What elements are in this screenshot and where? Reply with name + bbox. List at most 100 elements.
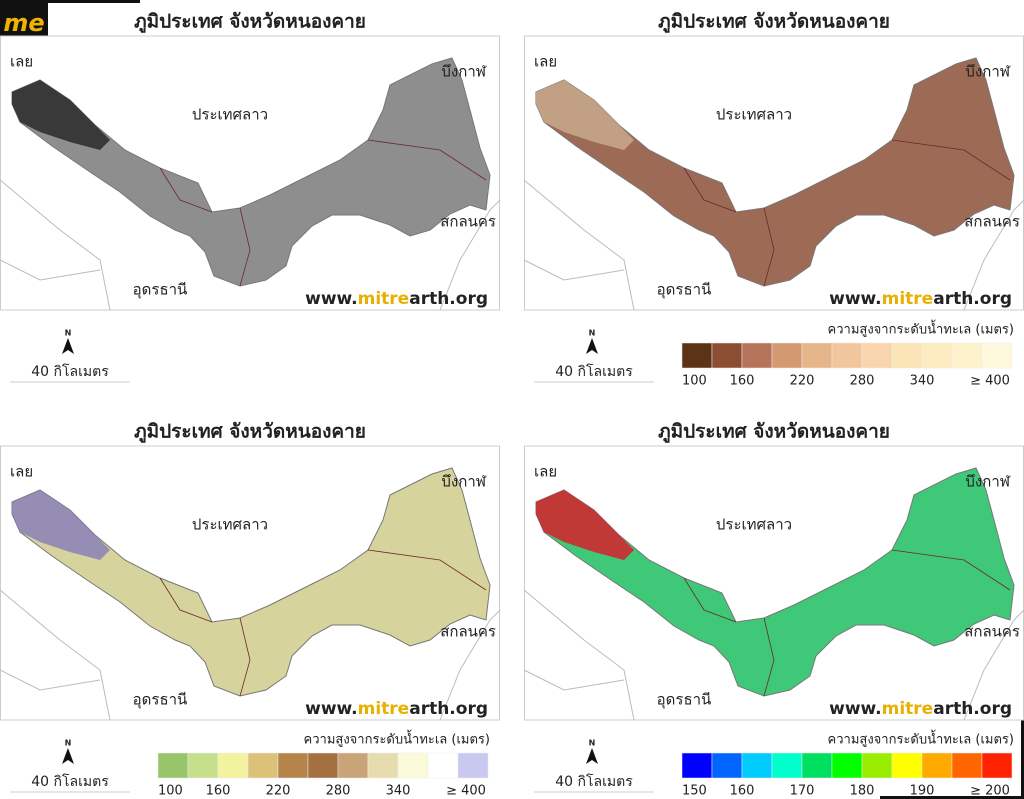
legend-label: 280: [850, 374, 875, 389]
legend-swatch: [771, 342, 803, 369]
website-part: www.: [829, 699, 882, 719]
legend-swatch: [921, 752, 953, 779]
boundary-line: [963, 609, 1024, 721]
legend-swatch: [801, 342, 833, 369]
website-part: arth.org: [409, 289, 488, 309]
legend-swatch: [831, 752, 863, 779]
legend-swatch: [861, 342, 893, 369]
legend-label: 220: [790, 374, 815, 389]
website-part: arth.org: [933, 699, 1012, 719]
legend-swatch: [921, 342, 953, 369]
legend-title: ความสูงจากระดับน้ำทะเล (เมตร): [304, 730, 490, 748]
website-part: mitre: [882, 289, 934, 309]
north-label: N: [65, 739, 72, 748]
boundary-line: [439, 609, 501, 721]
place-label: เลย: [534, 463, 557, 481]
district-line: [683, 577, 737, 623]
legend-swatch: [771, 752, 803, 779]
legend-swatch: [217, 752, 249, 779]
legend-swatch: [681, 752, 713, 779]
place-label: สกลนคร: [440, 623, 496, 641]
legend-label: 100: [158, 784, 183, 799]
place-label: ประเทศลาว: [192, 106, 268, 124]
legend-swatch: [681, 342, 713, 369]
province-shape: [535, 467, 1015, 697]
website-part: mitre: [358, 289, 410, 309]
district-line: [239, 207, 251, 287]
legend-swatch: [831, 342, 863, 369]
legend-label: 160: [730, 784, 755, 799]
legend-swatch: [981, 752, 1013, 779]
highland-area: [536, 80, 634, 150]
place-label: อุดรธานี: [657, 691, 712, 710]
place-label: อุดรธานี: [657, 281, 712, 300]
legend-label: 180: [850, 784, 875, 799]
legend-swatch: [247, 752, 279, 779]
legend-swatch: [861, 752, 893, 779]
legend-swatch: [891, 752, 923, 779]
legend-label: ≥ 400: [970, 374, 1010, 389]
legend-label: 170: [790, 784, 815, 799]
boundary-line: [523, 179, 635, 311]
scale-label: 40 กิโลเมตร: [31, 363, 109, 380]
website: www.mitrearth.org: [305, 289, 488, 309]
north-label: N: [589, 739, 596, 748]
north-arrow: [586, 748, 598, 764]
province-shape: [11, 57, 491, 287]
boundary-line: [0, 179, 111, 311]
district-line: [367, 549, 487, 591]
place-label: ประเทศลาว: [716, 516, 792, 534]
website-part: arth.org: [409, 699, 488, 719]
highland-area: [536, 490, 634, 560]
panel-title: ภูมิประเทศ จังหวัดหนองคาย: [658, 421, 890, 444]
legend-label: 340: [386, 784, 411, 799]
legend-swatch: [457, 752, 489, 779]
place-label: บึงกาฬ: [441, 63, 486, 81]
north-arrow: [62, 748, 74, 764]
district-line: [891, 139, 1011, 181]
legend-label: 220: [266, 784, 291, 799]
legend-swatch: [711, 342, 743, 369]
place-label: ประเทศลาว: [192, 516, 268, 534]
legend-label: 150: [682, 784, 707, 799]
legend-label: 100: [682, 374, 707, 389]
website-part: mitre: [882, 699, 934, 719]
boundary-line: [523, 669, 625, 691]
scale-label: 40 กิโลเมตร: [555, 363, 633, 380]
legend-swatch: [951, 752, 983, 779]
place-label: เลย: [534, 53, 557, 71]
highland-area: [12, 490, 110, 560]
north-arrow: [62, 338, 74, 354]
place-label: ประเทศลาว: [716, 106, 792, 124]
boundary-line: [963, 199, 1024, 311]
place-label: เลย: [10, 463, 33, 481]
legend-title: ความสูงจากระดับน้ำทะเล (เมตร): [828, 730, 1014, 748]
legend-swatch: [307, 752, 339, 779]
place-label: บึงกาฬ: [965, 473, 1010, 491]
place-label: บึงกาฬ: [965, 63, 1010, 81]
boundary-line: [439, 199, 501, 311]
place-label: สกลนคร: [440, 213, 496, 231]
boundary-line: [0, 259, 101, 281]
place-label: สกลนคร: [964, 213, 1020, 231]
boundary-line: [0, 669, 101, 691]
place-label: สกลนคร: [964, 623, 1020, 641]
district-line: [891, 549, 1011, 591]
place-label: บึงกาฬ: [441, 473, 486, 491]
panel-title: ภูมิประเทศ จังหวัดหนองคาย: [134, 421, 366, 444]
legend-swatch: [427, 752, 459, 779]
legend-swatch: [337, 752, 369, 779]
place-label: อุดรธานี: [133, 691, 188, 710]
north-arrow: [586, 338, 598, 354]
place-label: เลย: [10, 53, 33, 71]
highland-area: [12, 80, 110, 150]
legend-swatch: [981, 342, 1013, 369]
place-label: อุดรธานี: [133, 281, 188, 300]
legend-label: 340: [910, 374, 935, 389]
legend-swatch: [891, 342, 923, 369]
legend-swatch: [951, 342, 983, 369]
